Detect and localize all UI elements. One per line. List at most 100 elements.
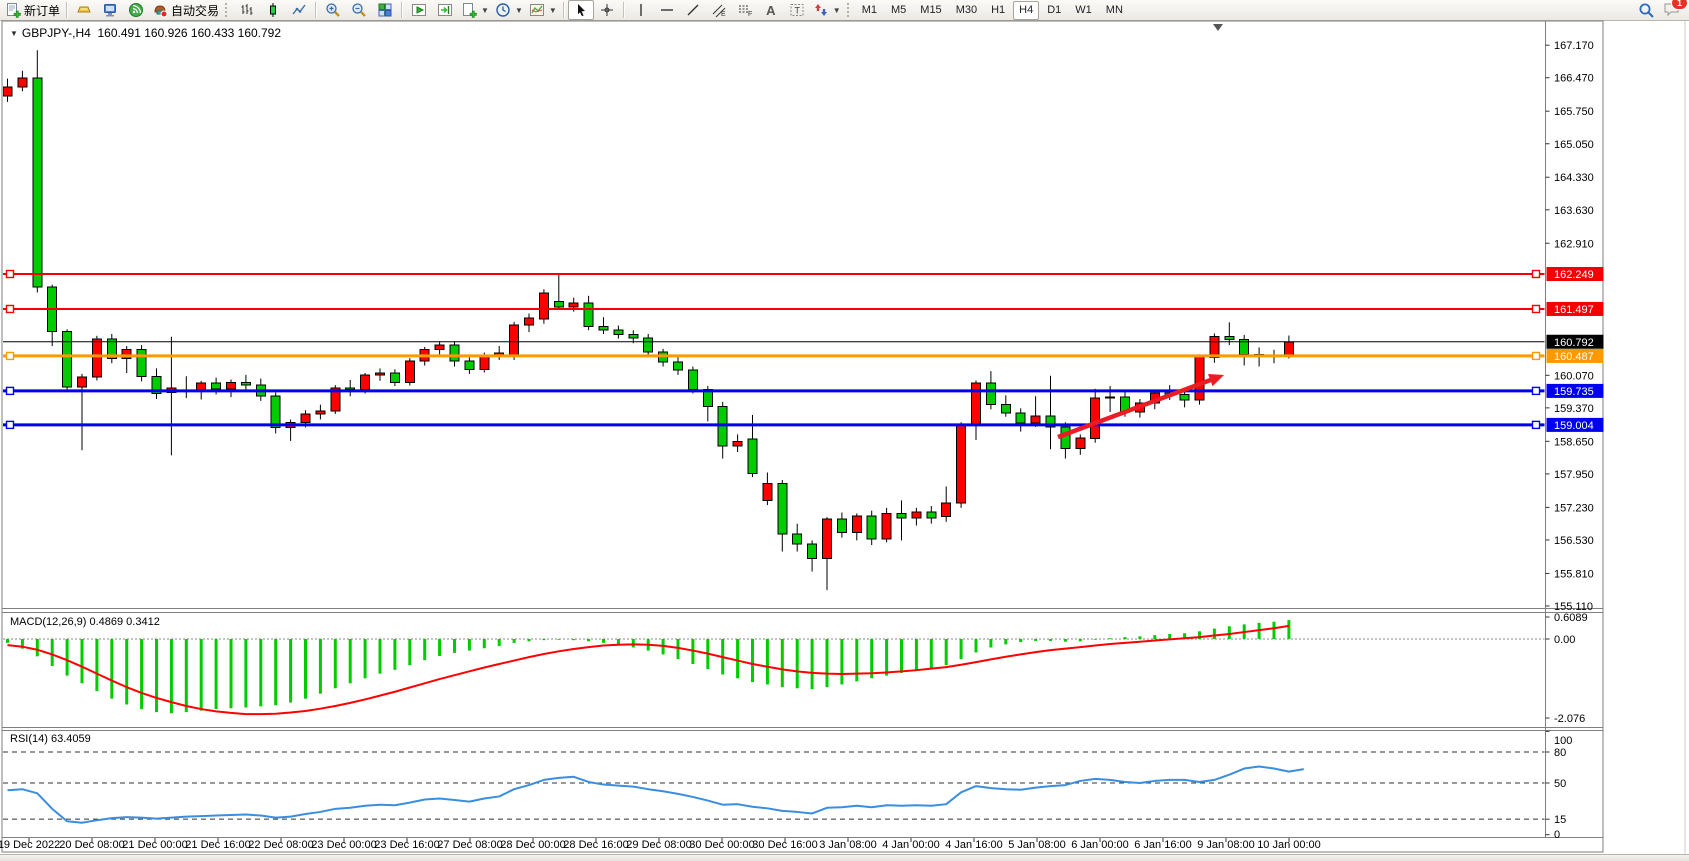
time-axis-label: 21 Dec 16:00 [185, 839, 250, 851]
arrows-tool-button[interactable]: ▼ [810, 0, 844, 20]
line-handle[interactable] [5, 351, 15, 361]
price-badge-text: 160.792 [1554, 337, 1594, 349]
line-handle[interactable] [1531, 269, 1541, 279]
macd-indicator-label: MACD(12,26,9) 0.4869 0.3412 [10, 616, 160, 628]
line-handle[interactable] [5, 269, 15, 279]
price-axis-tick: 163.630 [1554, 205, 1594, 217]
terminal-button[interactable] [97, 0, 123, 20]
new-order-button[interactable]: 新订单 [2, 0, 63, 20]
trend-arrow-object[interactable] [1057, 376, 1216, 440]
price-axis-tick: 158.650 [1554, 436, 1594, 448]
signals-button[interactable] [123, 0, 149, 20]
chart-shift-icon [438, 4, 453, 16]
time-axis-label: 29 Dec 08:00 [626, 839, 691, 851]
line-handle[interactable] [1531, 304, 1541, 314]
chart-dropdown-icon[interactable]: ▼ [10, 29, 18, 38]
chevron-down-icon: ▼ [514, 5, 523, 15]
price-axis-tick: 164.330 [1554, 172, 1594, 184]
time-axis-label: 9 Jan 08:00 [1197, 839, 1255, 851]
price-badge [1546, 301, 1604, 316]
rsi-axis-tick: 100 [1554, 735, 1572, 747]
tile-windows-button[interactable] [372, 0, 398, 20]
new-chart-button[interactable]: ▼ [458, 0, 492, 20]
timeframe-button-h4[interactable]: H4 [1013, 0, 1040, 20]
zoom-out-icon [352, 3, 366, 17]
fibonacci-icon: F [738, 5, 752, 18]
auto-trading-icon [154, 5, 168, 18]
time-axis-label: 22 Dec 08:00 [248, 839, 313, 851]
cursor-tool-button[interactable] [567, 0, 594, 20]
status-bar [0, 854, 1689, 861]
auto-scroll-button[interactable] [406, 0, 432, 20]
chart-shift-button[interactable] [432, 0, 458, 20]
timeframe-button-m15[interactable]: M15 [920, 4, 942, 16]
market-depth-button[interactable] [71, 0, 97, 20]
rsi-line [7, 765, 1304, 824]
time-axis-label: 23 Dec 16:00 [374, 839, 439, 851]
timeframe-button-m30[interactable]: M30 [955, 4, 978, 16]
price-axis-tick: 157.950 [1554, 469, 1594, 481]
timeframe-button-m5[interactable]: M5 [891, 4, 907, 16]
toolbar-grip[interactable] [225, 3, 229, 17]
chevron-down-icon: ▼ [832, 5, 841, 15]
rsi-indicator-label: RSI(14) 63.4059 [10, 733, 91, 745]
vertical-line-tool-button[interactable] [628, 0, 654, 20]
svg-text:F: F [748, 11, 752, 18]
line-handle[interactable] [5, 304, 15, 314]
macd-axis-tick: -2.076 [1554, 713, 1585, 725]
timeframe-button-w1[interactable]: W1 [1075, 4, 1092, 16]
chart-shift-marker[interactable] [1213, 24, 1223, 31]
auto-trading-label: 自动交易 [171, 3, 220, 18]
timeframe-button-d1[interactable]: D1 [1047, 4, 1062, 16]
price-badge [1546, 267, 1604, 281]
timeframe-button-h1[interactable]: H1 [991, 4, 1006, 16]
line-chart-mode-button[interactable] [286, 0, 312, 20]
time-axis-label: 28 Dec 00:00 [500, 839, 565, 851]
zoom-out-button[interactable] [346, 0, 372, 20]
line-handle[interactable] [1531, 351, 1541, 361]
rsi-axis-tick: 0 [1554, 829, 1560, 841]
candlestick-icon [270, 3, 277, 17]
time-axis-label: 6 Jan 00:00 [1071, 839, 1129, 851]
toolbar-grip[interactable] [846, 3, 851, 17]
timeframe-button-mn[interactable]: MN [1105, 4, 1123, 16]
horizontal-line-tool-button[interactable] [654, 0, 680, 20]
text-tool-button[interactable]: A [758, 0, 784, 20]
price-axis-tick: 165.750 [1554, 106, 1594, 118]
auto-trading-button[interactable]: 自动交易 [149, 0, 222, 20]
templates-button[interactable]: ▼ [526, 0, 560, 20]
time-axis-label: 4 Jan 00:00 [882, 839, 940, 851]
line-handle[interactable] [1531, 386, 1541, 396]
chat-button[interactable]: 1 [1663, 0, 1688, 20]
time-axis-label: 21 Dec 00:00 [122, 839, 187, 851]
fibonacci-tool-button[interactable]: F [732, 0, 758, 20]
rsi-axis-tick: 15 [1554, 814, 1566, 826]
text-label-tool-button[interactable]: T [784, 0, 810, 20]
periods-button[interactable]: ▼ [492, 0, 526, 20]
price-badge-text: 159.004 [1554, 420, 1594, 432]
line-handle[interactable] [5, 420, 15, 430]
zoom-in-button[interactable] [320, 0, 346, 20]
time-axis-label: 10 Jan 00:00 [1257, 839, 1321, 851]
search-icon[interactable] [1638, 2, 1655, 19]
trendline-icon [687, 4, 699, 16]
price-badge-text: 160.487 [1554, 351, 1594, 363]
bar-chart-mode-button[interactable] [234, 0, 260, 20]
line-handle[interactable] [1531, 420, 1541, 430]
price-axis-tick: 156.530 [1554, 535, 1594, 547]
time-axis-label: 28 Dec 16:00 [563, 839, 628, 851]
timeframe-button-m1[interactable]: M1 [861, 4, 877, 16]
trend-arrow-head[interactable] [1208, 373, 1224, 387]
chevron-down-icon: ▼ [548, 5, 557, 15]
crosshair-tool-button[interactable] [594, 0, 620, 20]
time-axis-label: 30 Dec 00:00 [689, 839, 754, 851]
candle-chart-mode-button[interactable] [260, 0, 286, 20]
time-axis-label: 20 Dec 08:00 [59, 839, 124, 851]
trendline-tool-button[interactable] [680, 0, 706, 20]
channel-tool-button[interactable]: E [706, 0, 732, 20]
time-axis-label: 3 Jan 08:00 [819, 839, 877, 851]
price-badge-text: 162.249 [1554, 269, 1594, 281]
line-handle[interactable] [5, 386, 15, 396]
new-order-icon [7, 3, 21, 18]
